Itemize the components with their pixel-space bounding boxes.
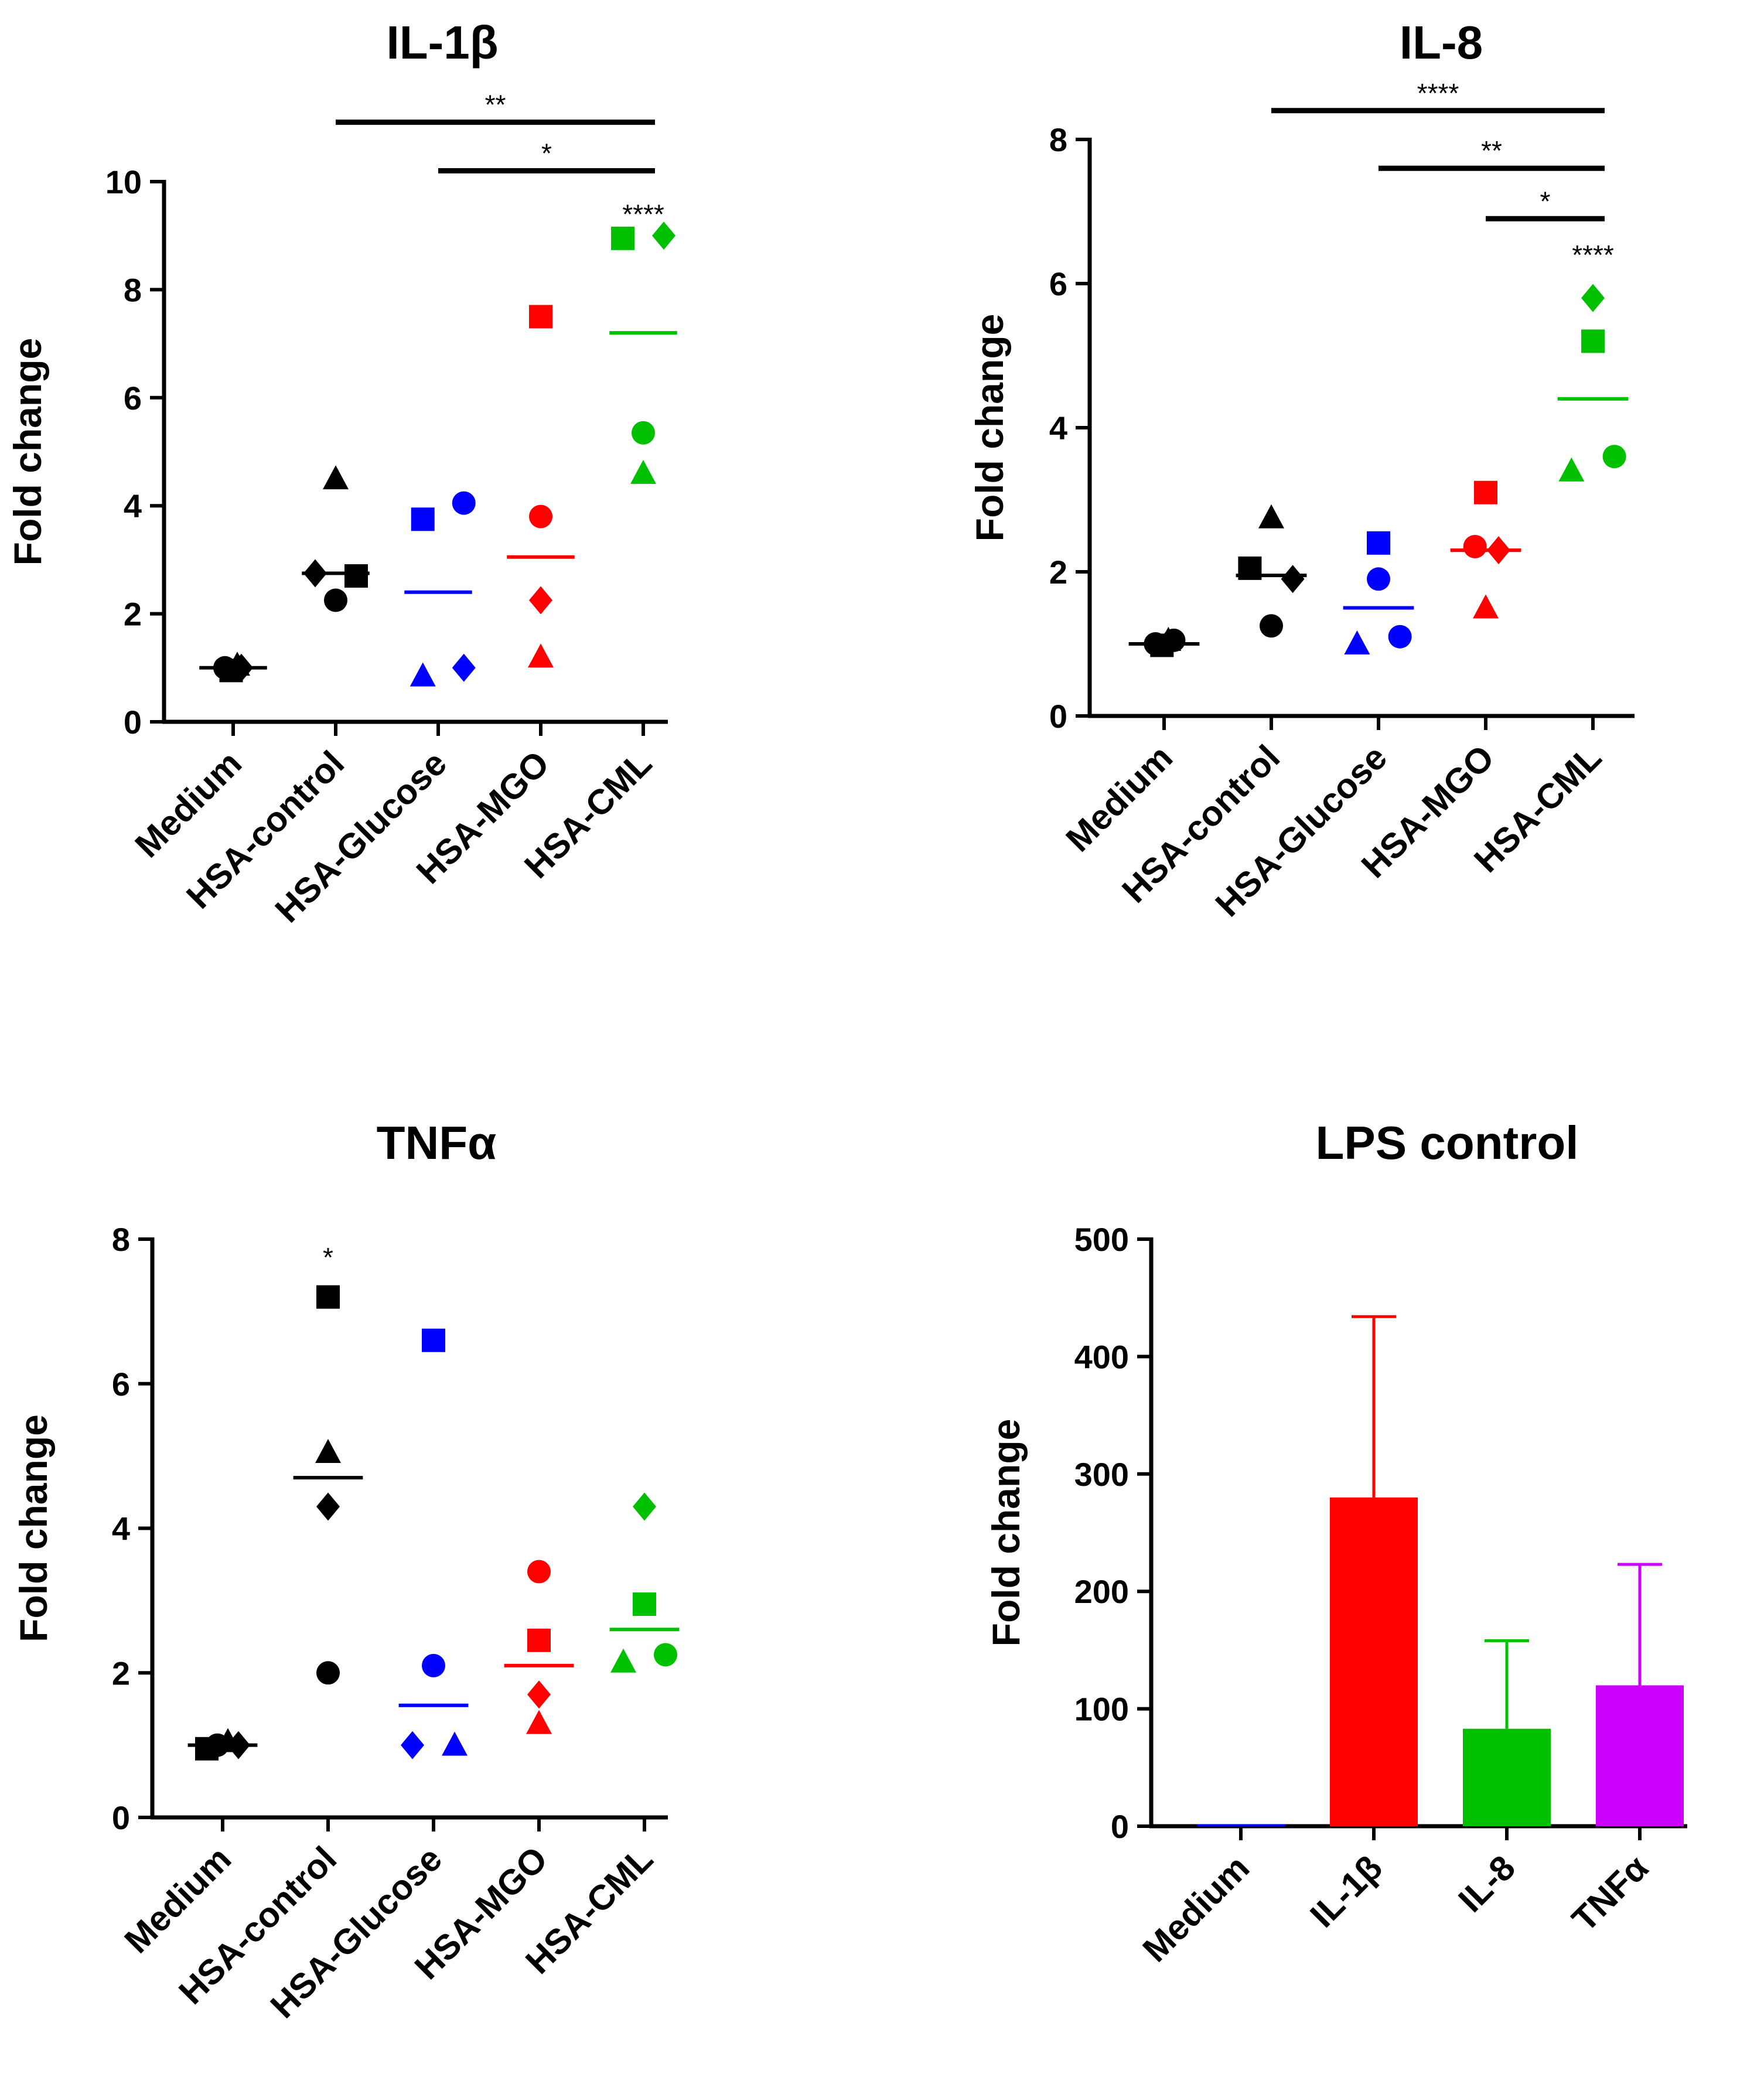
data-point-diamond bbox=[401, 1731, 424, 1759]
y-tick-label: 0 bbox=[112, 1799, 130, 1836]
data-point-triangle bbox=[315, 1438, 341, 1463]
data-point-square bbox=[611, 226, 634, 250]
significance-annotation: * bbox=[323, 1242, 333, 1273]
y-tick-label: 8 bbox=[1049, 121, 1067, 158]
significance-label: **** bbox=[1417, 78, 1459, 108]
data-point-triangle bbox=[1558, 457, 1585, 482]
significance-annotation: **** bbox=[1572, 240, 1614, 270]
data-point-square bbox=[527, 1628, 551, 1652]
significance-label: * bbox=[1540, 186, 1551, 216]
y-tick-label: 100 bbox=[1074, 1691, 1129, 1728]
data-point-diamond bbox=[1281, 565, 1305, 594]
data-point-triangle bbox=[610, 1648, 636, 1673]
significance-label: ** bbox=[1481, 135, 1502, 166]
data-point-circle bbox=[324, 588, 347, 612]
significance-label: ** bbox=[485, 90, 506, 120]
x-tick-label: TNFα bbox=[1564, 1848, 1656, 1939]
y-axis-label: Fold change bbox=[984, 1419, 1028, 1647]
y-tick-label: 300 bbox=[1074, 1456, 1129, 1493]
data-point-triangle bbox=[323, 465, 349, 490]
data-point-circle bbox=[316, 1661, 340, 1685]
chart-title: LPS control bbox=[1316, 1117, 1579, 1169]
y-tick-label: 0 bbox=[1111, 1808, 1129, 1845]
significance-annotation: **** bbox=[622, 199, 664, 229]
data-point-circle bbox=[1388, 625, 1412, 649]
data-point-circle bbox=[527, 1560, 551, 1584]
data-point-circle bbox=[1260, 614, 1283, 638]
x-tick-label: IL-1β bbox=[1302, 1848, 1390, 1935]
chart-title: TNFα bbox=[377, 1117, 497, 1169]
data-point-diamond bbox=[529, 586, 552, 615]
x-tick-label: Medium bbox=[1135, 1848, 1257, 1970]
significance-label: * bbox=[541, 138, 552, 169]
data-point-diamond bbox=[1581, 284, 1605, 312]
data-point-square bbox=[316, 1285, 340, 1309]
data-point-triangle bbox=[1473, 594, 1499, 619]
data-point-triangle bbox=[526, 1710, 552, 1734]
y-tick-label: 400 bbox=[1074, 1338, 1129, 1375]
chart-title: IL-1β bbox=[386, 16, 498, 69]
bar bbox=[1463, 1728, 1551, 1826]
bar bbox=[1197, 1824, 1285, 1826]
y-tick-label: 0 bbox=[124, 704, 142, 741]
bar bbox=[1596, 1685, 1684, 1826]
y-axis-label: Fold change bbox=[12, 1414, 55, 1642]
data-point-circle bbox=[1602, 445, 1626, 469]
y-tick-label: 4 bbox=[112, 1510, 130, 1547]
lps-control-chart: LPS control Fold change 0 100 200 300 400 500 Me… bbox=[984, 1117, 1687, 1969]
data-point-triangle bbox=[630, 459, 656, 484]
y-tick-label: 2 bbox=[112, 1655, 130, 1691]
data-point-circle bbox=[632, 421, 655, 445]
data-point-square bbox=[529, 305, 552, 329]
data-point-circle bbox=[422, 1653, 445, 1677]
y-tick-label: 8 bbox=[124, 271, 142, 308]
data-point-circle bbox=[1162, 628, 1186, 652]
data-point-diamond bbox=[652, 221, 675, 250]
y-axis-label: Fold change bbox=[968, 314, 1011, 542]
data-point-triangle bbox=[442, 1731, 468, 1756]
y-axis-label: Fold change bbox=[6, 338, 49, 566]
data-point-square bbox=[411, 507, 435, 531]
data-point-square bbox=[344, 564, 368, 588]
y-tick-label: 2 bbox=[1049, 554, 1067, 591]
y-tick-label: 6 bbox=[1049, 265, 1067, 302]
data-point-diamond bbox=[316, 1492, 340, 1521]
y-tick-label: 10 bbox=[105, 163, 142, 200]
bar bbox=[1330, 1497, 1418, 1826]
y-tick-label: 6 bbox=[112, 1366, 130, 1403]
data-point-square bbox=[633, 1592, 656, 1616]
data-point-circle bbox=[529, 504, 552, 528]
data-point-diamond bbox=[452, 653, 476, 682]
data-point-triangle bbox=[410, 662, 436, 687]
data-point-circle bbox=[452, 491, 476, 515]
y-tick-label: 6 bbox=[124, 380, 142, 417]
y-tick-label: 500 bbox=[1074, 1221, 1129, 1258]
chart-title: IL-8 bbox=[1400, 16, 1483, 69]
x-tick-label: IL-8 bbox=[1451, 1848, 1523, 1920]
data-point-diamond bbox=[633, 1492, 656, 1521]
data-point-triangle bbox=[1258, 504, 1284, 528]
y-tick-label: 2 bbox=[124, 596, 142, 633]
y-tick-label: 4 bbox=[124, 487, 142, 524]
data-point-square bbox=[1367, 531, 1390, 555]
data-point-circle bbox=[1463, 534, 1487, 558]
data-point-triangle bbox=[1344, 630, 1370, 654]
y-tick-label: 4 bbox=[1049, 410, 1067, 446]
y-tick-label: 0 bbox=[1049, 698, 1067, 735]
data-point-triangle bbox=[528, 643, 554, 668]
y-tick-label: 200 bbox=[1074, 1573, 1129, 1610]
data-point-circle bbox=[654, 1643, 677, 1667]
data-point-square bbox=[1474, 480, 1497, 504]
y-tick-label: 8 bbox=[112, 1221, 130, 1258]
data-point-diamond bbox=[527, 1680, 551, 1709]
data-point-circle bbox=[1367, 567, 1390, 591]
data-point-square bbox=[422, 1328, 445, 1352]
data-point-square bbox=[1581, 329, 1605, 353]
